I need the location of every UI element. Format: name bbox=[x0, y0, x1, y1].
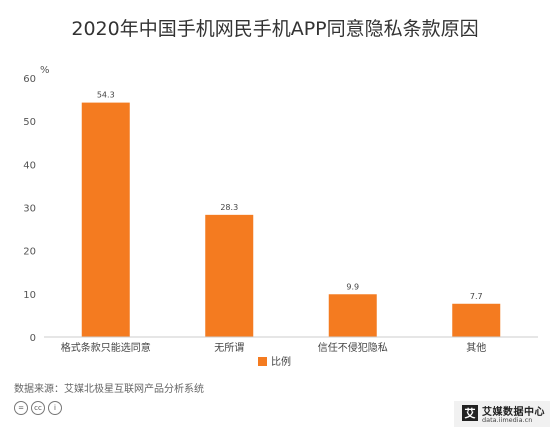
y-tick-label: 60 bbox=[23, 74, 36, 85]
bar bbox=[205, 214, 254, 337]
bar bbox=[452, 303, 501, 337]
y-tick-label: 20 bbox=[23, 247, 36, 258]
x-tick-label: 其他 bbox=[466, 341, 486, 354]
brand-logo: 艾 艾媒数据中心 data.iimedia.cn bbox=[454, 401, 550, 427]
cc-icon: cc bbox=[31, 401, 45, 415]
x-tick-label: 格式条款只能选同意 bbox=[61, 341, 151, 354]
y-tick-label: 0 bbox=[30, 333, 36, 344]
license-icons: = cc i bbox=[14, 401, 62, 415]
bar-value-label: 9.9 bbox=[346, 282, 359, 291]
x-tick-label: 无所谓 bbox=[214, 342, 244, 354]
brand-name: 艾媒数据中心 bbox=[482, 407, 545, 418]
y-axis-unit-label: % bbox=[40, 65, 50, 76]
bar bbox=[81, 102, 130, 337]
bar bbox=[328, 294, 377, 337]
x-axis: 格式条款只能选同意 无所谓 信任不侵犯隐私 其他 bbox=[44, 336, 538, 354]
bar-value-label: 54.3 bbox=[97, 91, 115, 100]
x-tick-label: 信任不侵犯隐私 bbox=[318, 341, 388, 354]
legend: 比例 bbox=[258, 355, 291, 368]
value-labels: 54.3 28.3 9.9 7.7 bbox=[97, 91, 483, 301]
legend-swatch bbox=[258, 357, 267, 366]
data-source: 数据来源：艾媒北极星互联网产品分析系统 bbox=[14, 384, 204, 395]
attribution-icon: i bbox=[48, 401, 62, 415]
equal-icon: = bbox=[14, 401, 28, 415]
brand-mark: 艾 bbox=[462, 405, 478, 421]
y-tick-label: 30 bbox=[23, 204, 36, 215]
y-tick-label: 10 bbox=[23, 290, 36, 301]
y-tick-label: 50 bbox=[23, 117, 36, 128]
y-axis: 0 10 20 30 40 50 60% bbox=[23, 65, 49, 344]
bar-value-label: 28.3 bbox=[220, 203, 238, 212]
chart-title: 2020年中国手机网民手机APP同意隐私条款原因 bbox=[71, 18, 479, 40]
legend-label: 比例 bbox=[271, 355, 291, 368]
y-tick-label: 40 bbox=[23, 160, 36, 171]
bar-value-label: 7.7 bbox=[470, 292, 483, 301]
bars bbox=[81, 102, 501, 337]
brand-url: data.iimedia.cn bbox=[482, 416, 533, 424]
